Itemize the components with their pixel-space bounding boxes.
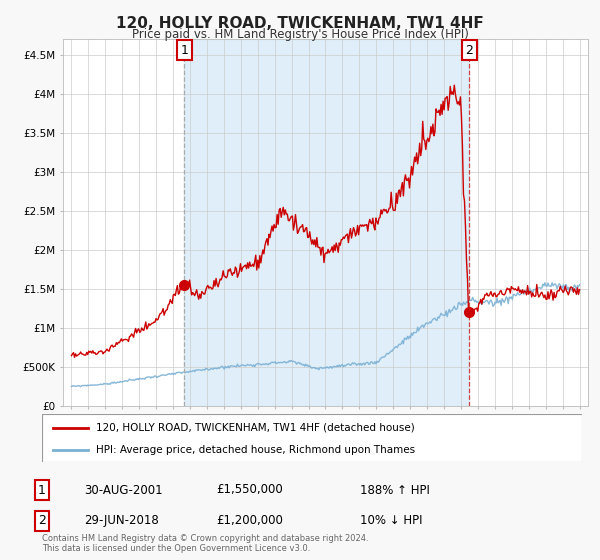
Text: £1,550,000: £1,550,000 [216, 483, 283, 497]
Text: 1: 1 [181, 44, 188, 57]
Text: 120, HOLLY ROAD, TWICKENHAM, TW1 4HF (detached house): 120, HOLLY ROAD, TWICKENHAM, TW1 4HF (de… [96, 423, 415, 433]
Text: 30-AUG-2001: 30-AUG-2001 [84, 483, 163, 497]
Text: 1: 1 [38, 483, 46, 497]
Text: 10% ↓ HPI: 10% ↓ HPI [360, 514, 422, 528]
Bar [184, 39, 469, 406]
Text: HPI: Average price, detached house, Richmond upon Thames: HPI: Average price, detached house, Rich… [96, 445, 415, 455]
Text: Price paid vs. HM Land Registry's House Price Index (HPI): Price paid vs. HM Land Registry's House … [131, 28, 469, 41]
Text: Contains HM Land Registry data © Crown copyright and database right 2024.
This d: Contains HM Land Registry data © Crown c… [42, 534, 368, 553]
Text: 188% ↑ HPI: 188% ↑ HPI [360, 483, 430, 497]
Text: 2: 2 [466, 44, 473, 57]
FancyBboxPatch shape [42, 414, 582, 462]
Text: 29-JUN-2018: 29-JUN-2018 [84, 514, 159, 528]
Text: 120, HOLLY ROAD, TWICKENHAM, TW1 4HF: 120, HOLLY ROAD, TWICKENHAM, TW1 4HF [116, 16, 484, 31]
Text: £1,200,000: £1,200,000 [216, 514, 283, 528]
Text: 2: 2 [38, 514, 46, 528]
